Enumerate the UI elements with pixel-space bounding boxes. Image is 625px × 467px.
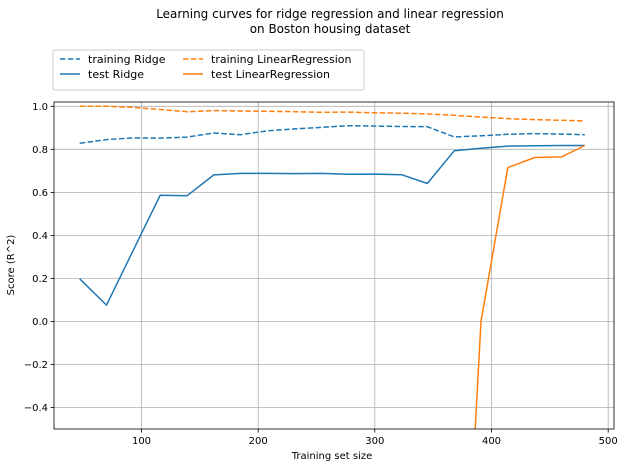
chart-subtitle: on Boston housing dataset (250, 22, 411, 36)
x-tick-label: 300 (365, 436, 384, 447)
y-tick-label: −0.2 (24, 360, 48, 371)
legend-label-training-linearregression: training LinearRegression (211, 53, 351, 66)
plot-frame (53, 101, 615, 430)
series-line-test-ridge (79, 144, 585, 306)
series-line-training-linearregression (79, 105, 585, 122)
ticks: 100 200 300 400 500 −0.4 −0.2 0.0 0.2 0.4 0.6 0.8 1.… (24, 102, 618, 447)
y-tick-label: 0.2 (32, 274, 48, 285)
grid (54, 102, 614, 429)
chart-title: Learning curves for ridge regression and… (156, 7, 504, 21)
legend-label-training-ridge: training Ridge (88, 53, 166, 66)
y-tick-label: −0.4 (24, 403, 48, 414)
series-layer (79, 105, 586, 429)
series-line-test-linearregression (474, 144, 586, 429)
y-tick-label: 0.4 (32, 231, 48, 242)
legend-label-test-linearregression: test LinearRegression (211, 68, 330, 81)
x-tick-label: 100 (132, 436, 151, 447)
legend-label-test-ridge: test Ridge (88, 68, 144, 81)
series-line-training-ridge (79, 124, 585, 145)
y-tick-label: 0.8 (32, 145, 48, 156)
y-tick-label: 0.6 (32, 188, 48, 199)
y-axis-label: Score (R^2) (6, 235, 17, 296)
x-tick-label: 200 (249, 436, 268, 447)
x-tick-label: 400 (482, 436, 501, 447)
x-axis-label: Training set size (291, 451, 373, 462)
legend: training Ridge test Ridge training LinearR… (52, 49, 365, 91)
x-tick-label: 500 (599, 436, 618, 447)
y-tick-label: 0.0 (32, 317, 48, 328)
legend-frame (52, 49, 365, 91)
y-tick-label: 1.0 (32, 102, 48, 113)
